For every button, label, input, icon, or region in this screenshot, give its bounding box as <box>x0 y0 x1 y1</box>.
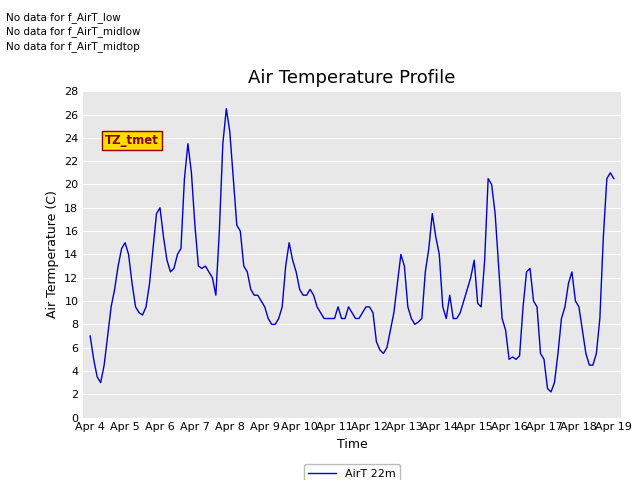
AirT 22m <box>345 304 353 310</box>
Title: Air Temperature Profile: Air Temperature Profile <box>248 69 456 87</box>
AirT 22m <box>223 106 230 111</box>
AirT 22m <box>610 176 618 181</box>
Y-axis label: Air Termperature (C): Air Termperature (C) <box>45 191 58 318</box>
Text: TZ_tmet: TZ_tmet <box>105 133 159 147</box>
Legend: AirT 22m: AirT 22m <box>304 464 400 480</box>
AirT 22m <box>547 389 555 395</box>
AirT 22m <box>408 316 415 322</box>
Text: No data for f_AirT_low: No data for f_AirT_low <box>6 12 121 23</box>
Text: No data for f_AirT_midtop: No data for f_AirT_midtop <box>6 41 140 52</box>
AirT 22m <box>275 316 282 322</box>
AirT 22m <box>86 333 94 339</box>
Text: No data for f_AirT_midlow: No data for f_AirT_midlow <box>6 26 141 37</box>
X-axis label: Time: Time <box>337 438 367 451</box>
AirT 22m <box>422 269 429 275</box>
Line: AirT 22m: AirT 22m <box>90 108 614 392</box>
AirT 22m <box>607 170 614 176</box>
AirT 22m <box>456 310 464 315</box>
